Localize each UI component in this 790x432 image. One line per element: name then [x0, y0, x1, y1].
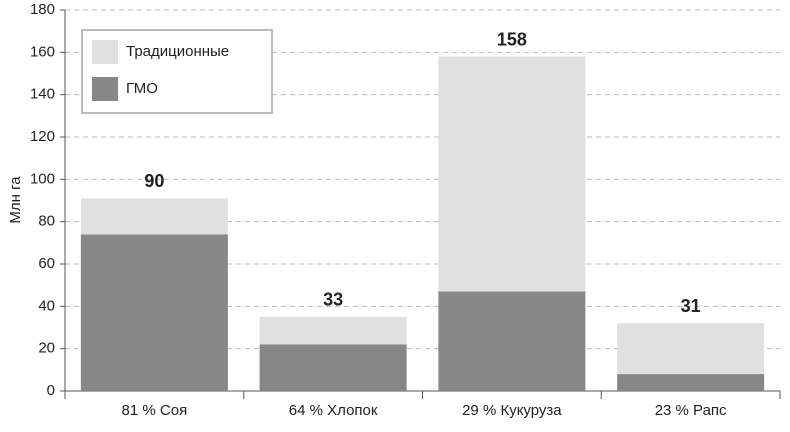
y-tick-label: 40: [38, 297, 55, 314]
x-tick-label: 29 % Кукуруза: [462, 402, 562, 419]
total-label: 33: [323, 290, 343, 310]
y-tick-label: 100: [30, 170, 55, 187]
y-axis-label: Млн га: [7, 176, 24, 224]
legend-label: ГМО: [126, 80, 158, 97]
bar-segment: [259, 344, 407, 391]
x-tick-label: 81 % Соя: [122, 402, 188, 419]
y-tick-label: 180: [30, 1, 55, 18]
y-tick-label: 60: [38, 255, 55, 272]
total-label: 90: [144, 171, 164, 191]
y-tick-label: 140: [30, 86, 55, 103]
bar-segment: [617, 374, 765, 391]
y-tick-label: 80: [38, 213, 55, 230]
bar-segment: [80, 198, 228, 235]
total-label: 158: [497, 29, 527, 49]
bar-segment: [259, 316, 407, 345]
y-tick-label: 20: [38, 340, 55, 357]
x-tick-label: 23 % Рапс: [655, 402, 727, 419]
y-tick-label: 0: [47, 382, 55, 399]
bar-segment: [438, 291, 586, 391]
bar-segment: [438, 56, 586, 292]
x-tick-label: 64 % Хлопок: [289, 402, 378, 419]
bar-segment: [80, 234, 228, 391]
total-label: 31: [681, 296, 701, 316]
legend-swatch: [92, 40, 118, 64]
y-tick-label: 160: [30, 43, 55, 60]
y-tick-label: 120: [30, 128, 55, 145]
legend-swatch: [92, 77, 118, 101]
legend-label: Традиционные: [126, 43, 229, 60]
bar-segment: [617, 323, 765, 375]
